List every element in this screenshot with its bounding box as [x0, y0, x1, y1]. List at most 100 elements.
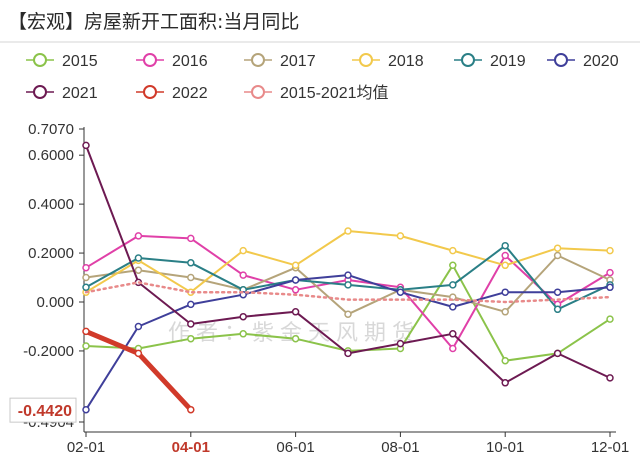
legend-label-2020: 2020	[583, 53, 619, 70]
series-2019	[82, 241, 614, 314]
data-point[interactable]	[82, 405, 90, 414]
data-point[interactable]	[82, 342, 90, 350]
legend-item-2018[interactable]: 2018	[352, 53, 424, 70]
data-point[interactable]	[344, 281, 352, 289]
series-2020	[82, 271, 614, 414]
data-point[interactable]	[187, 273, 195, 282]
x-tick-label: 06-01	[276, 439, 314, 456]
data-point[interactable]	[134, 322, 143, 331]
data-point[interactable]	[82, 263, 90, 272]
data-point[interactable]	[187, 320, 195, 328]
data-point[interactable]	[449, 246, 457, 255]
data-point[interactable]	[606, 268, 614, 277]
data-point[interactable]	[187, 405, 195, 414]
data-point[interactable]	[501, 379, 509, 387]
legend-label-2016: 2016	[172, 53, 208, 70]
legend-label-2018: 2018	[388, 53, 424, 70]
data-point[interactable]	[239, 246, 247, 255]
watermark-text: 作者：紫金天风期货	[168, 321, 420, 346]
legend-marker-2019	[461, 53, 475, 67]
data-point[interactable]	[553, 244, 562, 252]
y-highlight-label: -0.4420	[18, 403, 72, 420]
data-point[interactable]	[82, 273, 90, 282]
data-point[interactable]	[449, 344, 457, 353]
legend-item-2020[interactable]: 2020	[547, 53, 619, 70]
data-point[interactable]	[239, 330, 247, 338]
data-point[interactable]	[291, 308, 300, 316]
legend-label-2021: 2021	[62, 85, 98, 102]
data-point[interactable]	[291, 334, 300, 343]
x-tick-label: 10-01	[486, 439, 524, 456]
data-point[interactable]	[344, 349, 352, 358]
legend-item-2016[interactable]: 2016	[136, 53, 208, 70]
data-point[interactable]	[187, 300, 195, 309]
data-point[interactable]	[501, 241, 509, 250]
x-tick-label: 08-01	[381, 439, 419, 456]
legend-marker-2021	[33, 85, 47, 99]
data-point[interactable]	[239, 312, 247, 321]
x-tick-label: 12-01	[591, 439, 629, 456]
data-point[interactable]	[291, 276, 300, 284]
series-2018	[82, 227, 614, 296]
legend-item-2021[interactable]: 2021	[26, 85, 98, 102]
data-point[interactable]	[396, 339, 405, 348]
x-tick-label: 02-01	[67, 439, 105, 456]
data-point[interactable]	[291, 261, 300, 270]
data-point[interactable]	[553, 288, 562, 296]
data-point[interactable]	[501, 288, 509, 296]
data-point[interactable]	[449, 303, 457, 311]
data-point[interactable]	[187, 259, 195, 267]
data-point[interactable]	[449, 330, 457, 338]
data-point[interactable]	[134, 232, 143, 240]
data-point[interactable]	[344, 310, 352, 318]
legend-label-2017: 2017	[280, 53, 316, 70]
data-point[interactable]	[134, 349, 143, 358]
data-point[interactable]	[501, 356, 509, 365]
data-point[interactable]	[606, 246, 614, 255]
legend-label-2015: 2015	[62, 53, 98, 70]
legend-item-2017[interactable]: 2017	[244, 53, 316, 70]
data-point[interactable]	[134, 254, 143, 262]
y-tick-label: 0.6000	[28, 147, 74, 164]
data-point[interactable]	[239, 271, 247, 279]
series-line-2015-2021	[84, 281, 612, 304]
data-point[interactable]	[344, 271, 352, 279]
legend-item-2022[interactable]: 2022	[136, 85, 208, 102]
data-point[interactable]	[82, 327, 90, 336]
data-point[interactable]	[396, 232, 405, 240]
data-point[interactable]	[396, 288, 405, 296]
legend-item-2015[interactable]: 2015	[26, 53, 98, 70]
data-point[interactable]	[553, 251, 562, 260]
legend-item-2015-2021[interactable]: 2015-2021均值	[244, 84, 389, 102]
data-point[interactable]	[344, 227, 352, 235]
data-point[interactable]	[449, 261, 457, 270]
legend-item-2019[interactable]: 2019	[454, 53, 526, 70]
watermark: 作者：紫金天风期货	[168, 321, 420, 346]
data-point[interactable]	[553, 305, 562, 314]
data-point[interactable]	[187, 234, 195, 243]
data-point[interactable]	[501, 261, 509, 270]
data-point[interactable]	[82, 141, 90, 150]
data-point[interactable]	[134, 266, 143, 274]
series-layer	[82, 141, 614, 414]
series-2022	[82, 327, 195, 414]
y-tick-label: 0.2000	[28, 245, 74, 262]
data-point[interactable]	[82, 283, 90, 292]
data-point[interactable]	[606, 283, 614, 292]
legend-label-2019: 2019	[490, 53, 526, 70]
data-point[interactable]	[553, 349, 562, 358]
chart-legend: 2015 2016 2017 2018 2019 2020 2021 2022 2015-202…	[26, 53, 619, 102]
data-point[interactable]	[606, 315, 614, 323]
data-point[interactable]	[606, 374, 614, 382]
data-point[interactable]	[501, 308, 509, 316]
y-tick-label: 0.000	[36, 294, 74, 311]
data-point[interactable]	[501, 251, 509, 260]
data-point[interactable]	[187, 334, 195, 343]
legend-marker-2022	[143, 85, 157, 99]
data-point[interactable]	[449, 281, 457, 289]
y-highlight-box	[9, 397, 77, 423]
legend-label-2015-2021: 2015-2021均值	[280, 84, 389, 102]
data-point[interactable]	[291, 286, 300, 294]
legend-marker-2015	[33, 53, 47, 67]
